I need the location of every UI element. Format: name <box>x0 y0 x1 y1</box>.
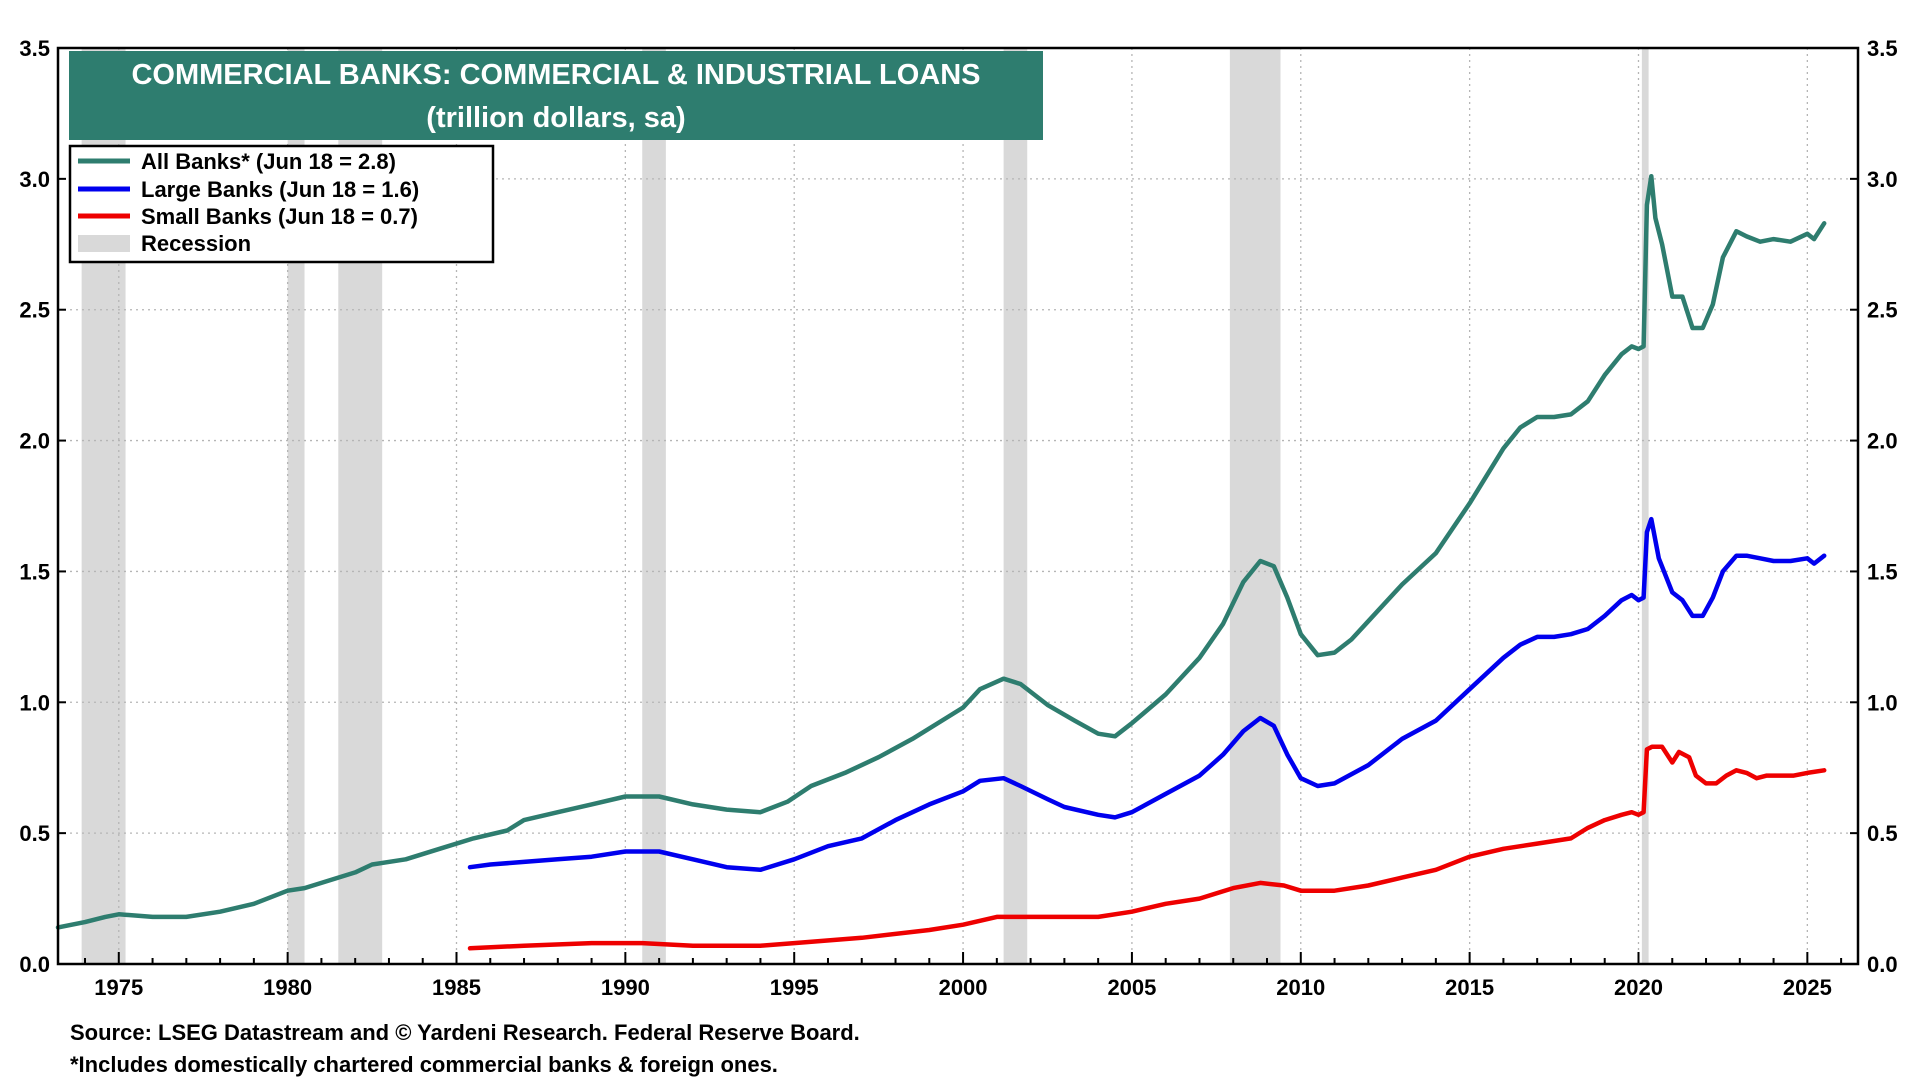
ytick-left-label-1: 0.5 <box>19 821 50 846</box>
xtick-label-10: 2025 <box>1783 975 1832 1000</box>
footnote: *Includes domestically chartered commerc… <box>70 1052 778 1077</box>
recession-band-4 <box>1003 48 1028 964</box>
y-axis-right: 0.0 0.5 1.0 1.5 2.0 2.5 3.0 3.5 <box>1850 36 1898 977</box>
ytick-right-label-1: 0.5 <box>1867 821 1898 846</box>
ytick-right-label-5: 2.5 <box>1867 298 1898 323</box>
ytick-right-label-7: 3.5 <box>1867 36 1898 61</box>
xtick-label-1: 1980 <box>263 975 312 1000</box>
recession-band-6 <box>1641 48 1649 964</box>
series-line-small-banks <box>467 744 1827 951</box>
legend-label-small-banks: Small Banks (Jun 18 = 0.7) <box>141 204 418 229</box>
ytick-left-label-4: 2.0 <box>19 429 50 454</box>
source-note: Source: LSEG Datastream and © Yardeni Re… <box>70 1020 860 1045</box>
xtick-label-0: 1975 <box>94 975 143 1000</box>
xtick-label-9: 2020 <box>1614 975 1663 1000</box>
legend-label-large-banks: Large Banks (Jun 18 = 1.6) <box>141 177 419 202</box>
xtick-label-6: 2005 <box>1107 975 1156 1000</box>
legend-swatch-recession <box>78 235 130 252</box>
ytick-left-label-5: 2.5 <box>19 298 50 323</box>
legend-label-recession: Recession <box>141 231 251 256</box>
ytick-left-label-0: 0.0 <box>19 952 50 977</box>
xtick-label-5: 2000 <box>939 975 988 1000</box>
legend-box <box>68 144 495 264</box>
ytick-right-label-2: 1.0 <box>1867 690 1898 715</box>
xtick-label-8: 2015 <box>1445 975 1494 1000</box>
plot-frame <box>56 46 1860 966</box>
chart-title: COMMERCIAL BANKS: COMMERCIAL & INDUSTRIA… <box>131 59 980 91</box>
ytick-left-label-6: 3.0 <box>19 167 50 192</box>
recession-band-5 <box>1229 48 1281 964</box>
grid-lines <box>58 48 1858 964</box>
xtick-label-7: 2010 <box>1276 975 1325 1000</box>
ytick-left-label-3: 1.5 <box>19 559 50 584</box>
ytick-right-label-0: 0.0 <box>1867 952 1898 977</box>
recession-band-1 <box>287 48 305 964</box>
series-line-large-banks <box>467 516 1827 873</box>
xtick-label-2: 1985 <box>432 975 481 1000</box>
xtick-label-3: 1990 <box>601 975 650 1000</box>
chart-subtitle: (trillion dollars, sa) <box>426 102 685 134</box>
x-axis: 1975 1980 1985 1990 1995 2000 2005 2010 2015 2020… <box>84 952 1843 1000</box>
ytick-right-label-6: 3.0 <box>1867 167 1898 192</box>
series-lines <box>55 173 1827 951</box>
title-banner <box>69 51 1043 140</box>
legend-label-all-banks: All Banks* (Jun 18 = 2.8) <box>141 149 396 174</box>
ytick-left-label-7: 3.5 <box>19 36 50 61</box>
ytick-right-label-4: 2.0 <box>1867 429 1898 454</box>
ytick-left-label-2: 1.0 <box>19 690 50 715</box>
xtick-label-4: 1995 <box>770 975 819 1000</box>
recession-band-3 <box>642 48 666 964</box>
legend: All Banks* (Jun 18 = 2.8) Large Banks (J… <box>68 144 495 264</box>
ytick-right-label-3: 1.5 <box>1867 559 1898 584</box>
y-axis-left: 0.0 0.5 1.0 1.5 2.0 2.5 3.0 3.5 <box>19 36 66 977</box>
series-line-all-banks <box>55 173 1827 930</box>
